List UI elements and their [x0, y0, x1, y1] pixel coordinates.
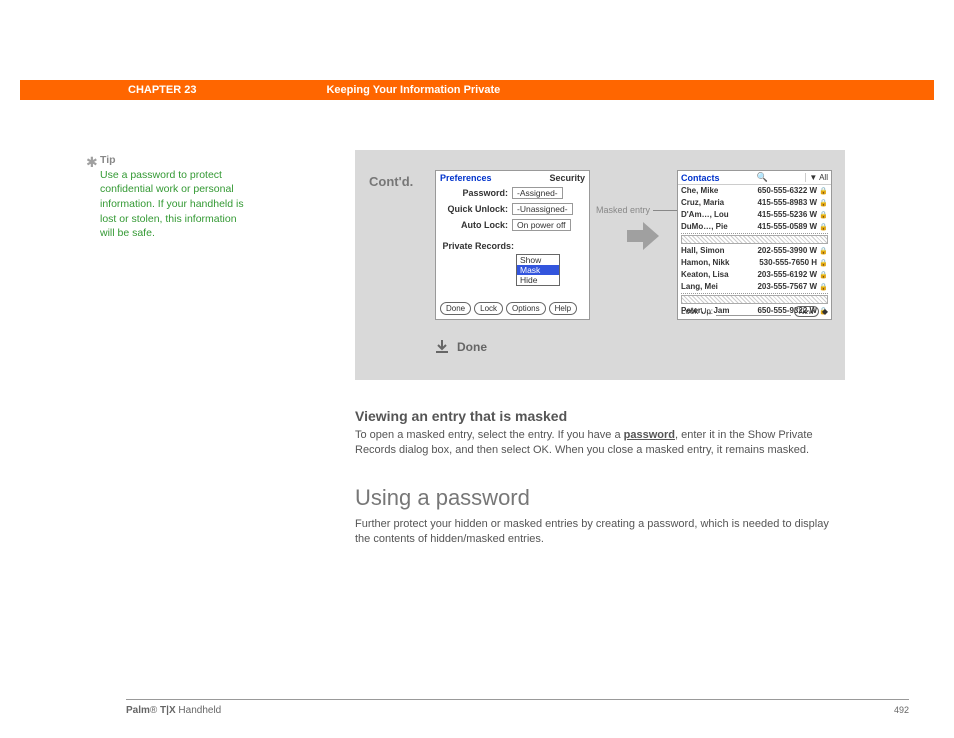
- prefs-section: Security: [549, 173, 585, 183]
- private-records-dropdown[interactable]: Show Mask Hide: [516, 254, 560, 286]
- contact-row[interactable]: DuMo…, Pie415-555-0589 W 🔒: [678, 221, 831, 233]
- contact-row[interactable]: D'Am…, Lou415-555-5236 W 🔒: [678, 209, 831, 221]
- separator: [681, 233, 828, 234]
- section-using-password: Using a password Further protect your hi…: [355, 485, 845, 548]
- done-label: Done: [457, 340, 487, 354]
- contact-row[interactable]: Hamon, Nikk530-555-7650 H 🔒: [678, 257, 831, 269]
- preferences-window: Preferences Security Password: -Assigned…: [435, 170, 590, 320]
- password-label: Password:: [440, 188, 512, 198]
- contact-row[interactable]: Keaton, Lisa203-555-6192 W 🔒: [678, 269, 831, 281]
- separator: [681, 293, 828, 294]
- scroll-arrows-icon[interactable]: ◆: [822, 307, 828, 316]
- prefs-row-autolock: Auto Lock: On power off: [436, 217, 589, 233]
- tip-heading: Tip: [100, 154, 116, 166]
- footer-rule: [126, 699, 909, 700]
- quickunlock-label: Quick Unlock:: [440, 204, 512, 214]
- autolock-label: Auto Lock:: [440, 220, 512, 230]
- private-records-label: Private Records:: [440, 241, 518, 251]
- contact-row[interactable]: Che, Mike650-555-6322 W 🔒: [678, 185, 831, 197]
- done-step: Done: [435, 340, 487, 354]
- chapter-header: CHAPTER 23 Keeping Your Information Priv…: [20, 80, 934, 100]
- password-value[interactable]: -Assigned-: [512, 187, 563, 199]
- lock-button[interactable]: Lock: [474, 302, 503, 315]
- masked-entry-callout: Masked entry: [596, 205, 650, 215]
- continued-label: Cont'd.: [369, 174, 413, 189]
- done-button[interactable]: Done: [440, 302, 471, 315]
- help-button[interactable]: Help: [549, 302, 577, 315]
- contact-row[interactable]: Hall, Simon202-555-3990 W 🔒: [678, 245, 831, 257]
- footer-product: Palm® T|X Handheld: [126, 705, 221, 716]
- prefs-row-quickunlock: Quick Unlock: -Unassigned-: [436, 201, 589, 217]
- instruction-panel: Cont'd. Preferences Security Password: -…: [355, 150, 845, 380]
- options-button[interactable]: Options: [506, 302, 546, 315]
- tip-body: Use a password to protect confidential w…: [100, 169, 244, 240]
- contacts-category-dropdown[interactable]: ▼ All: [805, 173, 828, 182]
- masked-entry-row[interactable]: [681, 235, 828, 244]
- prefs-button-row: Done Lock Options Help: [440, 302, 585, 315]
- viewing-heading: Viewing an entry that is masked: [355, 408, 845, 424]
- quickunlock-value[interactable]: -Unassigned-: [512, 203, 573, 215]
- lookup-row: Look Up: New ◆: [681, 306, 828, 317]
- download-done-icon: [435, 340, 449, 354]
- new-button[interactable]: New: [794, 306, 819, 317]
- prefs-titlebar: Preferences Security: [436, 171, 589, 185]
- prefs-title: Preferences: [440, 173, 492, 183]
- chapter-title: Keeping Your Information Private: [326, 84, 500, 96]
- masked-entry-row[interactable]: [681, 295, 828, 304]
- contacts-window: Contacts 🔍 ▼ All Che, Mike650-555-6322 W…: [677, 170, 832, 320]
- contacts-title: Contacts: [681, 173, 720, 183]
- lookup-input[interactable]: [716, 307, 791, 316]
- prefs-row-password: Password: -Assigned-: [436, 185, 589, 201]
- contacts-titlebar: Contacts 🔍 ▼ All: [678, 171, 831, 185]
- contact-row[interactable]: Lang, Mei203-555-7567 W 🔒: [678, 281, 831, 293]
- prefs-row-private: Private Records:: [436, 239, 589, 253]
- page-number: 492: [894, 705, 909, 715]
- password-link[interactable]: password: [624, 429, 675, 441]
- arrow-right-icon: [623, 216, 663, 261]
- asterisk-icon: ✱: [86, 153, 98, 173]
- private-option-hide[interactable]: Hide: [517, 275, 559, 285]
- using-password-heading: Using a password: [355, 485, 845, 511]
- private-option-mask[interactable]: Mask: [517, 265, 559, 275]
- contact-row[interactable]: Cruz, Maria415-555-8983 W 🔒: [678, 197, 831, 209]
- using-password-body: Further protect your hidden or masked en…: [355, 517, 845, 548]
- chapter-label: CHAPTER 23: [128, 84, 196, 96]
- autolock-value[interactable]: On power off: [512, 219, 571, 231]
- tip-block: ✱ Tip Use a password to protect confiden…: [100, 153, 250, 241]
- viewing-body: To open a masked entry, select the entry…: [355, 428, 845, 459]
- section-viewing-masked: Viewing an entry that is masked To open …: [355, 408, 845, 459]
- private-option-show[interactable]: Show: [517, 255, 559, 265]
- contacts-search-icon[interactable]: 🔍: [757, 172, 768, 183]
- lookup-label: Look Up:: [681, 307, 713, 316]
